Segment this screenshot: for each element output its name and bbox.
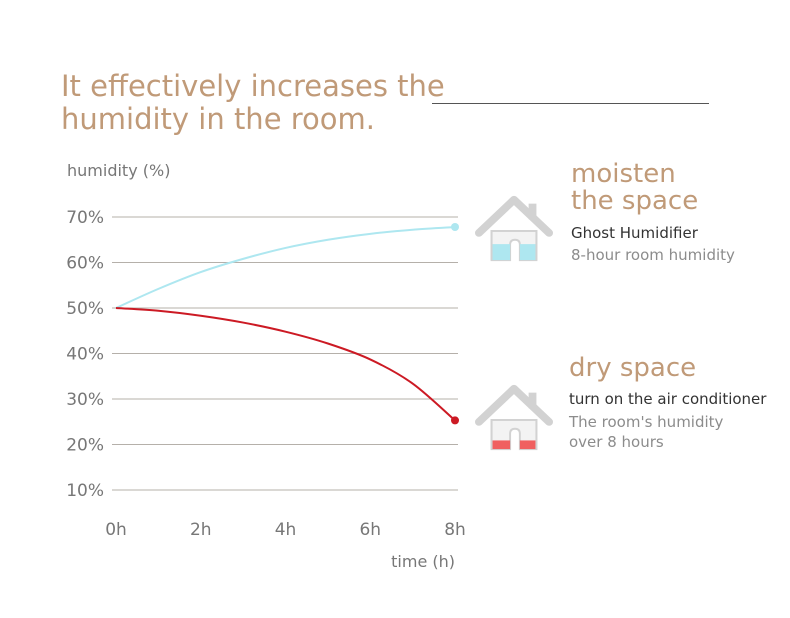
headline: It effectively increases the humidity in… [61,70,445,136]
series-end-point [451,416,459,425]
y-tick-label: 10% [66,481,104,501]
dry-title-line-1: dry space [569,353,697,383]
house-humidity-fill [491,244,537,261]
dry-subtitle: turn on the air conditioner [569,390,767,408]
series-line-air-conditioner [115,307,456,422]
series-end-point [451,223,459,232]
y-tick-label: 40% [66,345,104,365]
moisten-note: 8-hour room humidity [571,246,735,264]
x-tick-label: 4h [275,520,297,540]
moisten-house-icon [475,190,553,268]
dry-title: dry space [569,355,696,382]
headline-rule [432,103,709,104]
house-roof [475,195,553,237]
x-tick-label: 0h [105,520,127,540]
dry-note-line-2: over 8 hours [569,433,664,451]
moisten-title-line-2: the space [571,186,699,216]
y-tick-label: 50% [66,299,104,319]
dry-note-line-1: The room's humidity [569,413,724,431]
house-outline [490,229,538,261]
headline-line-1: It effectively increases the [61,69,445,103]
dry-note: The room's humidity over 8 hours [569,412,723,452]
x-tick-label: 8h [444,520,466,540]
y-tick-label: 70% [66,208,104,228]
moisten-subtitle: Ghost Humidifier [571,224,698,242]
y-axis-label: humidity (%) [67,161,170,180]
house-outline [490,418,538,450]
house-humidity-fill [491,440,537,450]
moisten-title: moisten the space [571,161,698,215]
x-tick-label: 2h [190,520,212,540]
y-tick-label: 20% [66,436,104,456]
x-axis-label: time (h) [391,552,455,571]
moisten-title-line-1: moisten [571,159,676,189]
house-chimney [528,203,537,220]
dry-house-icon [475,379,553,457]
house-roof [475,384,553,426]
headline-line-2: humidity in the room. [61,102,375,136]
y-tick-label: 60% [66,254,104,274]
series-line-humidifier [115,226,456,309]
y-tick-label: 30% [66,390,104,410]
house-chimney [528,392,537,409]
x-tick-label: 6h [359,520,381,540]
